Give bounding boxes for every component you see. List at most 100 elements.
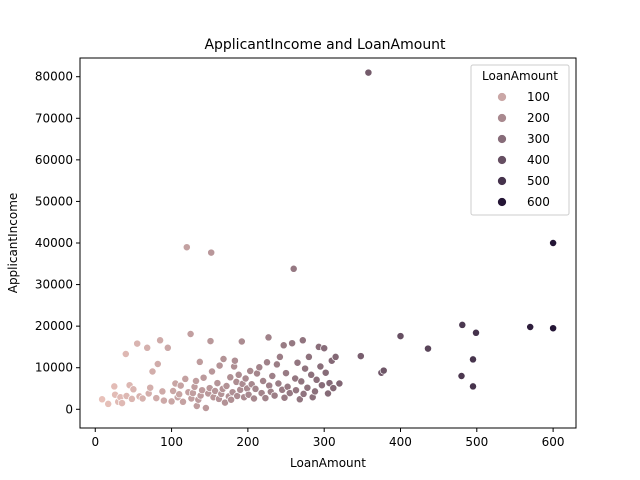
data-point	[222, 382, 231, 390]
data-point	[215, 361, 224, 370]
x-tick-label: 100	[160, 435, 183, 449]
data-point	[280, 393, 289, 402]
legend-label: 300	[527, 132, 550, 146]
data-point	[324, 389, 332, 398]
data-point	[104, 399, 113, 408]
data-point	[213, 379, 222, 388]
data-point	[156, 336, 165, 345]
legend-marker	[497, 92, 507, 102]
data-point	[469, 355, 477, 364]
data-point	[230, 356, 239, 365]
data-point	[182, 243, 191, 252]
data-point	[167, 397, 176, 406]
x-tick-label: 200	[236, 435, 259, 449]
data-point	[118, 399, 126, 408]
data-point	[301, 364, 310, 373]
data-point	[297, 377, 306, 386]
data-point	[219, 355, 228, 363]
data-point	[329, 384, 338, 393]
x-axis-label: LoanAmount	[290, 456, 366, 470]
data-point	[279, 341, 288, 350]
data-point	[199, 373, 208, 382]
x-tick-label: 400	[389, 435, 412, 449]
data-point	[261, 394, 270, 403]
data-point	[121, 350, 130, 358]
data-point	[152, 394, 161, 403]
legend-marker	[497, 134, 507, 144]
data-point	[304, 352, 313, 361]
y-tick-label: 20000	[35, 319, 73, 333]
x-axis-ticks: 0 100 200 300 400 500 600	[91, 428, 565, 449]
legend-marker	[497, 176, 507, 186]
data-point	[148, 367, 157, 376]
data-points	[98, 68, 558, 412]
data-point	[549, 324, 558, 333]
data-point	[263, 358, 271, 367]
data-point	[321, 368, 330, 377]
y-tick-label: 0	[65, 402, 73, 416]
data-point	[288, 339, 297, 348]
data-point	[469, 382, 477, 391]
data-point	[227, 395, 236, 404]
y-tick-label: 60000	[35, 153, 73, 167]
data-point	[195, 357, 204, 366]
y-tick-label: 70000	[35, 111, 73, 125]
data-point	[153, 360, 162, 368]
data-point	[317, 381, 326, 390]
data-point	[169, 387, 178, 395]
data-point	[158, 387, 167, 396]
data-point	[293, 358, 302, 367]
legend-entries: 100 200 300 400 500 600	[497, 90, 550, 209]
data-point	[458, 320, 467, 329]
data-point	[526, 323, 535, 331]
data-point	[259, 377, 268, 385]
data-point	[175, 390, 184, 399]
data-point	[201, 404, 210, 412]
legend-frame	[470, 64, 570, 216]
data-point	[270, 391, 279, 400]
data-point	[312, 375, 321, 384]
x-tick-label: 600	[542, 435, 565, 449]
legend-label: 400	[527, 153, 550, 167]
data-point	[396, 332, 405, 341]
data-point	[275, 352, 284, 361]
data-point	[208, 367, 216, 376]
data-point	[303, 383, 312, 392]
legend-label: 200	[527, 111, 550, 125]
legend: LoanAmount 100 200 300 400 500 600	[470, 64, 570, 216]
data-point	[251, 384, 260, 393]
data-point	[176, 381, 185, 390]
data-point	[364, 68, 373, 77]
legend-label: 100	[527, 90, 550, 104]
data-point	[192, 377, 200, 385]
data-point	[282, 369, 290, 378]
data-point	[264, 333, 273, 342]
data-point	[198, 386, 207, 395]
x-tick-label: 300	[313, 435, 336, 449]
legend-label: 600	[527, 195, 550, 209]
data-point	[255, 363, 264, 372]
data-point	[331, 352, 340, 361]
data-point	[424, 344, 432, 353]
data-point	[289, 264, 298, 273]
data-point	[272, 360, 281, 369]
data-point	[206, 337, 215, 346]
legend-title: LoanAmount	[482, 69, 558, 83]
data-point	[186, 330, 195, 338]
data-point	[143, 343, 152, 352]
y-tick-label: 80000	[35, 70, 73, 84]
data-point	[295, 395, 304, 404]
data-point	[335, 379, 344, 388]
data-point	[163, 343, 172, 352]
data-point	[207, 248, 216, 257]
data-point	[250, 394, 258, 403]
chart-title: ApplicantIncome and LoanAmount	[204, 37, 446, 53]
data-point	[379, 366, 388, 375]
y-tick-label: 50000	[35, 194, 73, 208]
data-point	[316, 362, 325, 371]
data-point	[110, 382, 119, 391]
legend-marker	[497, 155, 507, 165]
data-point	[179, 397, 187, 406]
data-point	[292, 386, 300, 395]
data-point	[299, 389, 308, 398]
